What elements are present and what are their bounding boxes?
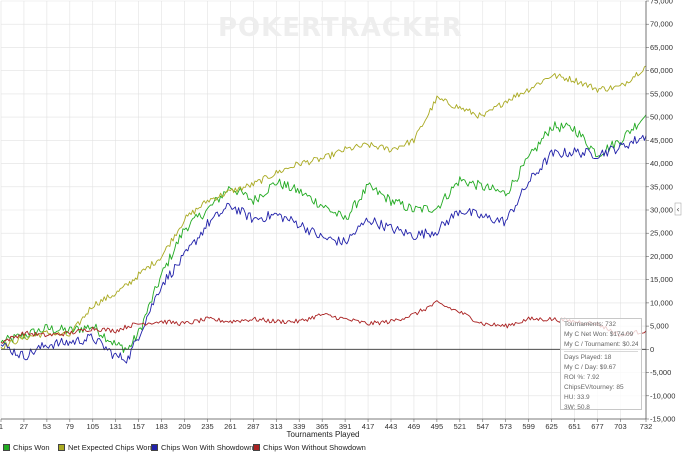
x-tick-label: 651 bbox=[568, 422, 581, 431]
series-layer bbox=[0, 65, 647, 364]
y-tick-label: -15,000 bbox=[650, 415, 675, 424]
legend-swatch-without-showdown bbox=[253, 443, 260, 451]
x-tick-label: 573 bbox=[499, 422, 512, 431]
y-tick-label: 60,000 bbox=[650, 66, 673, 75]
series-line-chips-won bbox=[0, 114, 647, 353]
x-tick-label: 391 bbox=[339, 422, 352, 431]
x-tick-label: 521 bbox=[454, 422, 467, 431]
y-tick-label: 5,000 bbox=[650, 322, 669, 331]
y-tick-label: 10,000 bbox=[650, 298, 673, 307]
y-tick-label: 25,000 bbox=[650, 229, 673, 238]
legend-swatch-chips-won bbox=[3, 443, 10, 451]
x-tick-label: 547 bbox=[477, 422, 490, 431]
axis-layer: 75,000 70,000 65,000 60,000 55,000 50,000 45,0… bbox=[0, 0, 675, 431]
legend-label: Chips Won Without Showdown bbox=[263, 443, 366, 452]
y-tick-label: 20,000 bbox=[650, 252, 673, 261]
y-axis-expand-handle[interactable]: ‹ bbox=[674, 202, 682, 216]
x-tick-label: 79 bbox=[66, 422, 74, 431]
x-tick-label: 27 bbox=[20, 422, 28, 431]
x-tick-label: 235 bbox=[201, 422, 214, 431]
x-tick-label: 1 bbox=[0, 422, 3, 431]
y-tick-label: 50,000 bbox=[650, 113, 673, 122]
stat-days-played: Days Played: 18 bbox=[564, 354, 612, 361]
grid-layer bbox=[0, 0, 647, 420]
legend-item-without-showdown[interactable]: Chips Won Without Showdown bbox=[253, 442, 366, 453]
y-tick-label: 0 bbox=[650, 345, 654, 354]
x-tick-label: 599 bbox=[522, 422, 535, 431]
stat-3w: 3W: 50.8 bbox=[564, 404, 590, 411]
stat-per-day: My C / Day: $9.67 bbox=[564, 364, 617, 371]
svg-text:‹: ‹ bbox=[676, 205, 679, 214]
x-tick-label: 157 bbox=[132, 422, 145, 431]
x-tick-label: 313 bbox=[270, 422, 283, 431]
x-tick-label: 53 bbox=[43, 422, 51, 431]
legend-swatch-net-expected bbox=[58, 443, 65, 451]
x-tick-label: 417 bbox=[362, 422, 375, 431]
legend-label: Chips Won bbox=[13, 443, 50, 452]
series-line-with-showdown bbox=[0, 134, 647, 364]
stat-per-tournament: My C / Tournament: $0.24 bbox=[564, 341, 638, 348]
x-tick-label: 495 bbox=[431, 422, 444, 431]
stat-roi: ROI %: 7.92 bbox=[564, 374, 600, 381]
x-axis-label: Tournaments Played bbox=[287, 430, 360, 439]
x-tick-label: 131 bbox=[109, 422, 122, 431]
stats-divider bbox=[564, 351, 638, 352]
x-tick-label: 365 bbox=[316, 422, 329, 431]
stat-chips-ev: ChipsEV/tourney: 85 bbox=[564, 384, 624, 391]
y-tick-label: 35,000 bbox=[650, 182, 673, 191]
y-tick-label: 75,000 bbox=[650, 0, 673, 6]
y-tick-label: 55,000 bbox=[650, 89, 673, 98]
x-tick-label: 209 bbox=[178, 422, 191, 431]
stat-hu: HU: 33.9 bbox=[564, 394, 590, 401]
y-tick-label: 70,000 bbox=[650, 20, 673, 29]
y-tick-label: -10,000 bbox=[650, 391, 675, 400]
legend-item-chips-won[interactable]: Chips Won bbox=[3, 442, 50, 453]
series-line-without-showdown bbox=[0, 300, 647, 344]
y-tick-label: 40,000 bbox=[650, 159, 673, 168]
stat-net-won: My C Net Won: $174.09 bbox=[564, 331, 634, 338]
legend-label: Net Expected Chips Won bbox=[68, 443, 152, 452]
legend-item-with-showdown[interactable]: Chips Won With Showdown bbox=[151, 442, 253, 453]
x-tick-label: 261 bbox=[224, 422, 237, 431]
x-tick-label: 469 bbox=[408, 422, 421, 431]
x-tick-label: 443 bbox=[385, 422, 398, 431]
x-tick-label: 732 bbox=[640, 422, 653, 431]
watermark: POKERTRACKER bbox=[218, 13, 463, 43]
legend-label: Chips Won With Showdown bbox=[161, 443, 254, 452]
stat-tournaments: Tournaments: 732 bbox=[564, 321, 617, 328]
y-tick-label: 45,000 bbox=[650, 136, 673, 145]
x-tick-label: 105 bbox=[87, 422, 100, 431]
x-tick-label: 677 bbox=[591, 422, 604, 431]
chart-legend: Chips Won Net Expected Chips Won Chips W… bbox=[0, 442, 700, 453]
legend-swatch-with-showdown bbox=[151, 443, 158, 451]
y-tick-label: 15,000 bbox=[650, 275, 673, 284]
x-tick-label: 287 bbox=[247, 422, 260, 431]
legend-item-net-expected[interactable]: Net Expected Chips Won bbox=[58, 442, 152, 453]
x-tick-label: 703 bbox=[614, 422, 627, 431]
series-line-net-expected bbox=[0, 65, 647, 350]
y-tick-label: 30,000 bbox=[650, 206, 673, 215]
x-tick-label: 625 bbox=[545, 422, 558, 431]
x-tick-label: 339 bbox=[293, 422, 306, 431]
y-tick-label: -5,000 bbox=[650, 368, 671, 377]
stats-tooltip: Tournaments: 732 My C Net Won: $174.09 M… bbox=[560, 318, 642, 411]
y-tick-label: 65,000 bbox=[650, 43, 673, 52]
x-tick-label: 183 bbox=[155, 422, 168, 431]
